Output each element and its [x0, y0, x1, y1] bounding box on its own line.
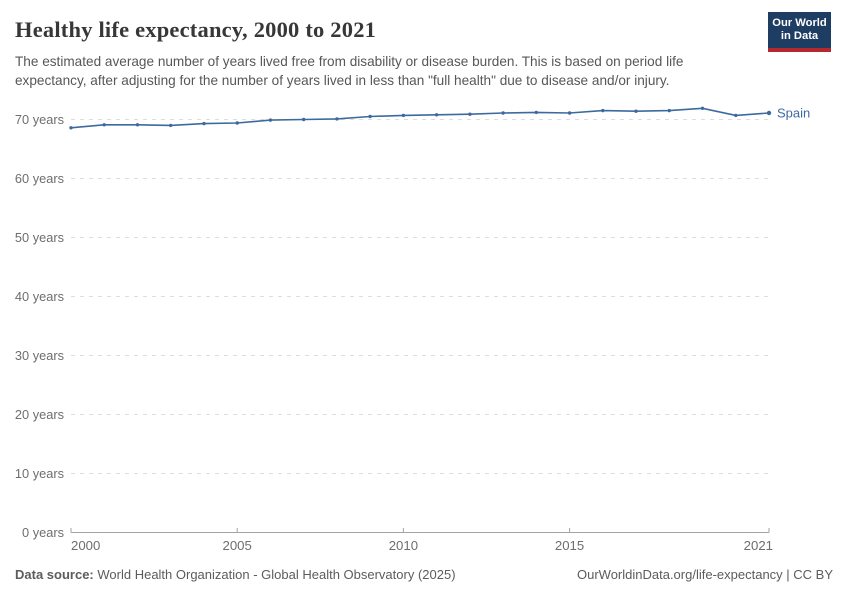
data-point [268, 118, 273, 122]
owid-logo-line2: in Data [780, 30, 819, 42]
owid-logo-line1: Our World [772, 16, 827, 29]
data-point [69, 126, 73, 130]
data-source-label: Data source: [15, 567, 94, 582]
chart-subtitle: The estimated average number of years li… [15, 54, 684, 88]
data-point [401, 113, 406, 118]
x-axis-tick-label: 2021 [744, 538, 773, 553]
x-axis-tick-label: 2015 [555, 538, 584, 553]
data-point [700, 106, 705, 111]
y-axis-tick-label: 10 years [15, 466, 64, 481]
data-point [501, 111, 505, 115]
data-point [734, 113, 738, 118]
data-source-text: World Health Organization - Global Healt… [97, 567, 456, 582]
data-point [567, 111, 572, 115]
x-axis-tick-label: 2010 [389, 538, 418, 553]
series-label[interactable]: Spain [777, 106, 810, 121]
data-point [667, 108, 671, 113]
data-point [302, 117, 306, 122]
data-point [634, 109, 638, 113]
page-title: Healthy life expectancy, 2000 to 2021 [15, 17, 377, 42]
data-source-line: Data source: World Health Organization -… [15, 567, 456, 582]
x-axis-tick-label: 2005 [223, 538, 252, 553]
y-axis-tick-label: 0 years [22, 525, 64, 540]
line-series [70, 107, 770, 129]
y-axis-tick-label: 30 years [15, 348, 64, 363]
data-point [766, 110, 772, 116]
y-axis-tick-label: 40 years [15, 289, 64, 304]
data-point [368, 114, 372, 119]
data-point [434, 113, 439, 117]
data-point [102, 123, 106, 127]
data-point [202, 121, 206, 126]
x-axis-tick-label: 2000 [71, 538, 100, 553]
owid-logo[interactable]: Our World in Data [768, 12, 831, 52]
chart-footer: Data source: World Health Organization -… [15, 567, 833, 582]
y-axis-tick-label: 20 years [15, 407, 64, 422]
y-axis-tick-label: 60 years [15, 171, 64, 186]
data-point [601, 108, 605, 113]
y-axis-tick-label: 50 years [15, 230, 64, 245]
data-point [335, 117, 339, 121]
footer-license-link[interactable]: OurWorldinData.org/life-expectancy | CC … [576, 567, 833, 582]
data-point [135, 123, 140, 127]
data-point [534, 110, 538, 115]
data-point [169, 123, 173, 128]
y-axis-tick-label: 70 years [15, 112, 64, 127]
data-point [468, 112, 472, 116]
data-point [235, 121, 239, 125]
